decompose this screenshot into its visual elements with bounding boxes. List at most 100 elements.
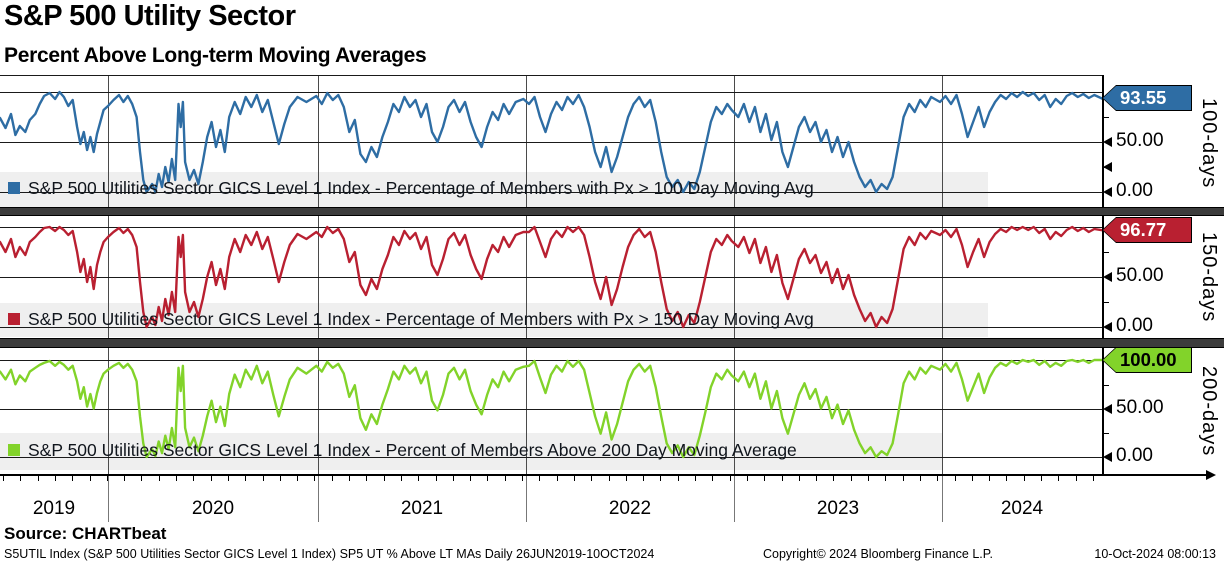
month-tick [695, 476, 696, 481]
year-separator [942, 476, 943, 522]
month-tick [366, 476, 368, 481]
tag-value: 96.77 [1103, 218, 1191, 242]
year-separator [108, 476, 109, 522]
xtick-2021: 2021 [400, 498, 444, 519]
panel-100-days: S&P 500 Utilities Sector GICS Level 1 In… [0, 75, 1224, 207]
tick-arrow [1103, 272, 1112, 282]
timestamp: 10-Oct-2024 08:00:13 [1094, 547, 1216, 561]
month-tick [400, 476, 402, 481]
month-tick [89, 476, 91, 481]
month-tick [106, 476, 108, 481]
month-tick [677, 476, 679, 481]
month-tick [833, 476, 835, 481]
page-subtitle: Percent Above Long-term Moving Averages [4, 44, 427, 67]
legend-label: S&P 500 Utilities Sector GICS Level 1 In… [28, 177, 814, 198]
month-tick [764, 476, 766, 481]
month-tick [210, 476, 212, 481]
ytick-50: 50.00 [1116, 265, 1164, 287]
month-tick [20, 476, 22, 481]
legend-200dma: S&P 500 Utilities Sector GICS Level 1 In… [8, 434, 797, 466]
year-separator [734, 476, 735, 522]
month-tick [539, 476, 541, 481]
gridline-50 [0, 142, 1102, 143]
gridline-100 [0, 227, 1102, 228]
x-axis-line [0, 474, 1208, 476]
month-tick [868, 476, 869, 481]
month-tick [1075, 476, 1077, 481]
legend-100dma: S&P 500 Utilities Sector GICS Level 1 In… [8, 172, 814, 204]
tick-arrow [1103, 404, 1112, 414]
copyright-notice: Copyright© 2024 Bloomberg Finance L.P. [763, 547, 993, 561]
month-tick [504, 476, 506, 481]
ytick-0: 0.00 [1116, 315, 1153, 337]
series-line-150dma[interactable] [0, 214, 1104, 338]
month-tick [643, 476, 645, 481]
tick-arrow [1103, 187, 1112, 197]
panel-separator [0, 207, 1224, 216]
month-tick [37, 476, 39, 481]
month-tick [919, 476, 921, 481]
month-tick [124, 476, 126, 481]
month-tick [418, 476, 420, 481]
month-tick [989, 476, 991, 481]
xtick-2023: 2023 [816, 498, 860, 519]
month-tick [660, 476, 662, 481]
month-tick [1006, 476, 1008, 481]
minor-tick-75 [1102, 385, 1109, 386]
month-tick [608, 476, 610, 481]
month-tick [625, 476, 627, 481]
series-line-100dma[interactable] [0, 75, 1104, 207]
ticker-description: S5UTIL Index (S&P 500 Utilities Sector G… [4, 547, 655, 561]
month-tick [971, 476, 973, 481]
month-tick [729, 476, 731, 481]
legend-swatch-blue [8, 182, 20, 194]
month-tick [262, 476, 264, 481]
ytick-0: 0.00 [1116, 445, 1153, 467]
last-value-tag-100dma: 93.55 [1102, 85, 1192, 111]
month-ticks [0, 476, 1102, 482]
panel-200-days: S&P 500 Utilities Sector GICS Level 1 In… [0, 346, 1224, 474]
panel-border [0, 75, 1102, 76]
gridline-0 [0, 327, 1102, 328]
xtick-2020: 2020 [191, 498, 235, 519]
month-tick [470, 476, 472, 481]
month-tick [850, 476, 852, 481]
month-tick [72, 476, 74, 481]
xtick-2019: 2019 [32, 498, 76, 519]
year-gridlines [0, 75, 1102, 474]
tick-arrow [1103, 452, 1112, 462]
month-tick [487, 476, 489, 481]
ytick-50: 50.00 [1116, 397, 1164, 419]
tick-arrow [1103, 137, 1112, 147]
tag-value: 100.00 [1103, 348, 1191, 372]
month-tick [1023, 476, 1025, 481]
series-line-200dma[interactable] [0, 346, 1104, 474]
last-value-tag-200dma: 100.00 [1102, 347, 1192, 373]
minor-tick-25 [1102, 433, 1109, 434]
minor-tick-25 [1102, 167, 1109, 168]
axis-title-100-days: 100-days [1198, 97, 1220, 189]
legend-label: S&P 500 Utilities Sector GICS Level 1 In… [28, 308, 814, 329]
xtick-2024: 2024 [1000, 498, 1044, 519]
legend-swatch-green [8, 444, 20, 456]
month-tick [383, 476, 385, 481]
gridline-2024 [942, 75, 943, 474]
month-tick [331, 476, 333, 481]
month-tick [885, 476, 887, 481]
gridline-2020 [108, 75, 109, 474]
gridline-100 [0, 92, 1102, 93]
month-tick [435, 476, 437, 481]
gridline-2023 [734, 75, 735, 474]
month-tick [245, 476, 247, 481]
month-tick [954, 476, 956, 481]
tag-value: 93.55 [1103, 86, 1191, 110]
month-tick [297, 476, 299, 481]
year-separator [526, 476, 527, 522]
x-axis-arrow [1206, 470, 1216, 480]
minor-tick-75 [1102, 252, 1109, 253]
ytick-50: 50.00 [1116, 130, 1164, 152]
gridline-0 [0, 457, 1102, 458]
page-title: S&P 500 Utility Sector [4, 0, 296, 32]
minor-tick-75 [1102, 117, 1109, 118]
